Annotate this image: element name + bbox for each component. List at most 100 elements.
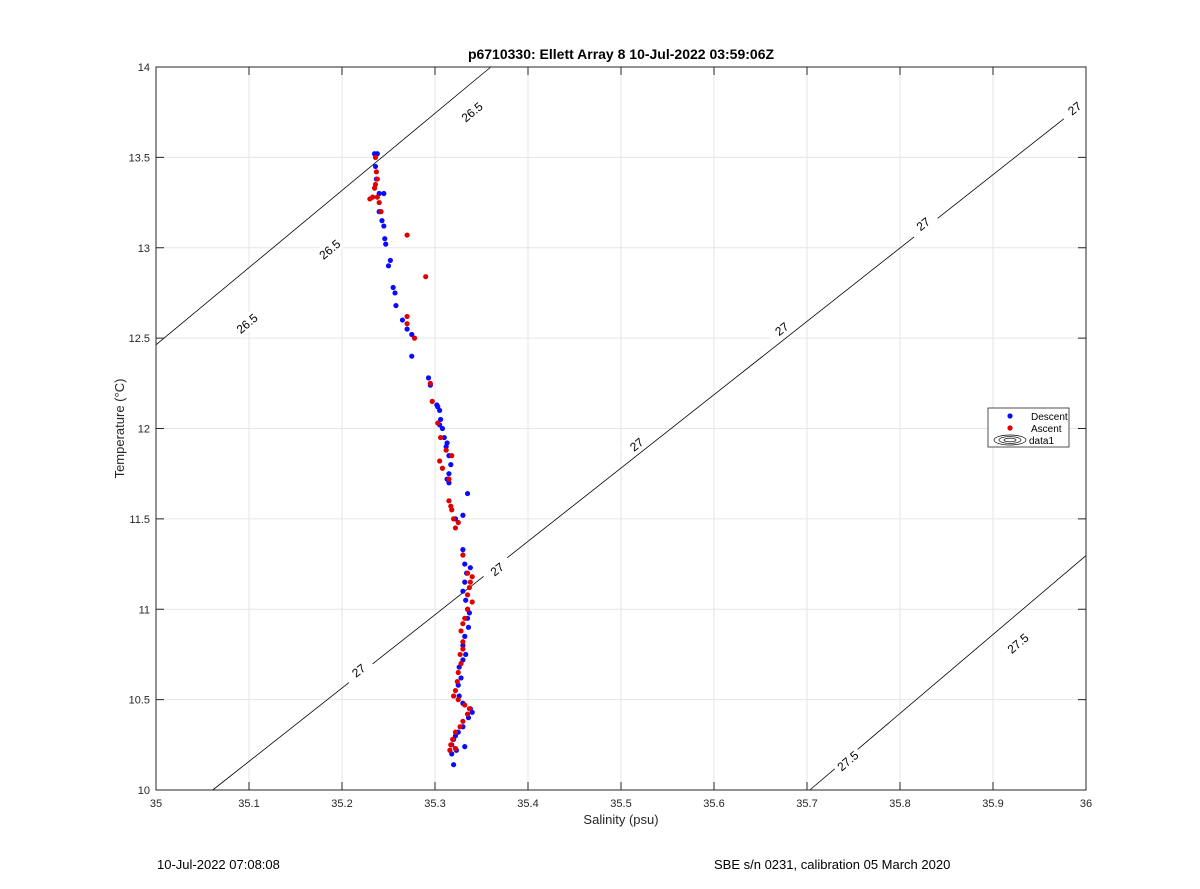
descent-point <box>372 163 379 170</box>
y-axis-label: Temperature (°C) <box>112 379 127 479</box>
x-tick-label: 35.4 <box>517 798 538 810</box>
descent-point <box>460 547 466 553</box>
descent-point <box>439 425 446 432</box>
ascent-point <box>469 599 475 605</box>
descent-point <box>469 709 475 715</box>
ascent-point <box>466 584 473 591</box>
x-tick-label: 35.9 <box>982 798 1003 810</box>
ascent-point <box>429 398 435 404</box>
descent-point <box>458 675 464 681</box>
contour-label-bg <box>455 96 489 128</box>
x-tick-label: 35.8 <box>889 798 910 810</box>
ascent-point <box>464 592 471 598</box>
descent-point <box>451 762 457 768</box>
ascent-point <box>460 639 466 645</box>
ascent-point <box>460 552 466 558</box>
ascent-point <box>372 154 379 160</box>
ascent-point <box>439 465 446 471</box>
contour-line-27 <box>212 101 1087 791</box>
contour-line-26.5 <box>155 66 492 346</box>
descent-point <box>448 462 454 468</box>
x-tick-label: 35.2 <box>331 798 352 810</box>
x-axis-label: Salinity (psu) <box>583 812 658 827</box>
descent-point <box>425 375 432 381</box>
contour-label-bg <box>1001 627 1035 659</box>
ascent-point <box>404 232 410 238</box>
ascent-point <box>404 313 410 320</box>
descent-point <box>379 218 385 224</box>
descent-point <box>399 317 406 323</box>
ascent-point <box>373 169 380 175</box>
ascent-point <box>427 380 433 386</box>
contour-label-bg <box>313 233 346 265</box>
contour-label-bg <box>342 655 375 686</box>
ascent-point <box>464 570 471 576</box>
ascent-point <box>460 718 466 724</box>
ascent-point <box>437 458 443 464</box>
descent-point <box>446 471 452 477</box>
x-tick-label: 35.7 <box>796 798 817 810</box>
ascent-point <box>464 711 471 717</box>
footer-timestamp: 10-Jul-2022 07:08:08 <box>157 857 280 872</box>
ascent-point <box>376 199 382 206</box>
y-tick-label: 10 <box>138 785 150 797</box>
x-tick-label: 35.6 <box>703 798 724 810</box>
descent-point <box>441 434 447 441</box>
ascent-point <box>469 574 475 580</box>
legend-marker-descent <box>1007 413 1013 419</box>
x-tick-label: 35.1 <box>238 798 259 810</box>
descent-point <box>446 480 452 486</box>
ascent-point <box>458 628 464 634</box>
y-tick-label: 12.5 <box>129 333 150 345</box>
descent-point <box>463 651 469 658</box>
descent-point <box>462 561 468 567</box>
y-tick-label: 14 <box>138 62 150 74</box>
descent-point <box>404 326 410 332</box>
descent-point <box>460 588 466 594</box>
ascent-point <box>452 687 459 694</box>
descent-point <box>460 642 466 649</box>
ascent-point <box>378 209 384 215</box>
ascent-point <box>437 434 444 441</box>
ascent-point <box>411 335 418 341</box>
ascent-point <box>464 606 471 612</box>
ascent-point <box>452 525 459 531</box>
descent-point <box>463 597 469 603</box>
grid-lines <box>155 66 1087 791</box>
descent-point <box>381 190 387 197</box>
ascent-point <box>449 507 455 513</box>
descent-point <box>464 490 471 497</box>
chart-title: p6710330: Ellett Array 8 10-Jul-2022 03:… <box>468 46 775 62</box>
contour-label-bg <box>480 553 514 585</box>
footer-calibration: SBE s/n 0231, calibration 05 March 2020 <box>714 857 951 872</box>
y-tick-label: 11 <box>139 604 150 616</box>
ascent-point <box>374 176 380 182</box>
y-tick-label: 13 <box>138 243 150 255</box>
descent-point <box>465 624 472 630</box>
ascent-point <box>374 194 380 200</box>
ascent-point <box>457 724 463 730</box>
ascent-point <box>455 697 461 703</box>
descent-point <box>390 284 396 291</box>
ascent-point <box>460 646 466 652</box>
ascent-point <box>457 651 463 658</box>
ascent-point <box>466 706 473 712</box>
ascent-point <box>435 420 441 426</box>
ascent-point <box>449 453 455 459</box>
y-tick-label: 12 <box>138 424 150 436</box>
descent-point <box>437 407 443 414</box>
descent-point <box>393 302 399 309</box>
contour-label-bg <box>1058 93 1091 124</box>
ascent-point <box>446 498 452 504</box>
x-tick-label: 35.3 <box>424 798 445 810</box>
legend-marker-ascent <box>1007 425 1013 431</box>
ascent-point <box>451 516 457 522</box>
descent-point <box>385 263 392 269</box>
x-tick-label: 35.5 <box>610 798 631 810</box>
descent-point <box>437 416 444 423</box>
ascent-point <box>443 447 449 453</box>
ascent-point <box>452 729 459 735</box>
